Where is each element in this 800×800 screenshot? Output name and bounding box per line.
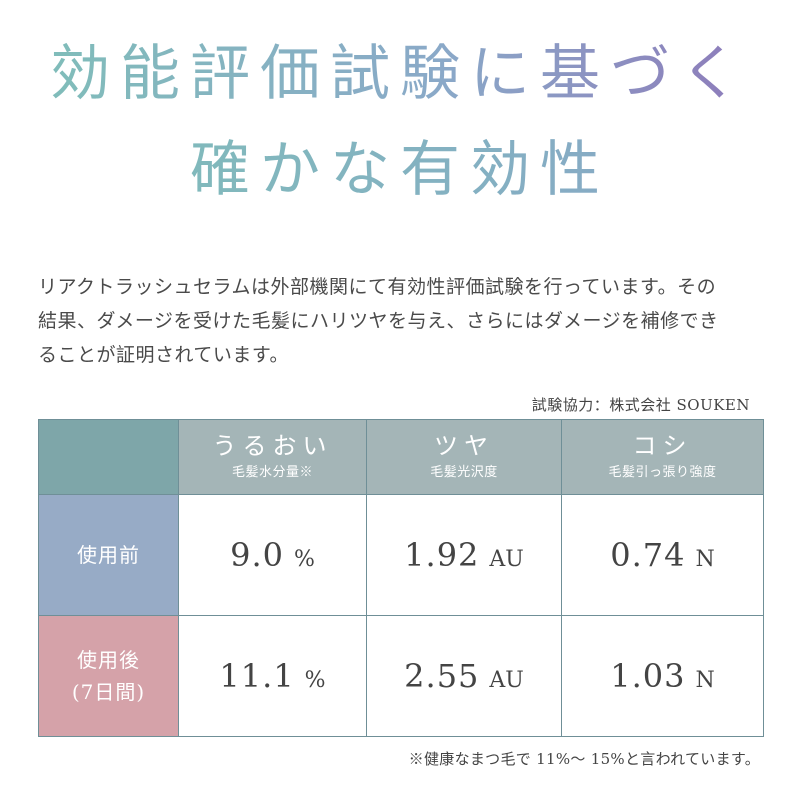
column-title: コシ (632, 432, 693, 460)
row-label-after: 使用後 (7日間) (38, 615, 179, 737)
value-number: 11.1 (219, 657, 295, 695)
column-header-gloss: ツヤ 毛髪光沢度 (366, 419, 562, 495)
results-table: うるおい 毛髪水分量※ ツヤ 毛髪光沢度 コシ 毛髪引っ張り強度 使用前 9.0… (38, 419, 764, 737)
value-unit: AU (489, 668, 524, 693)
value-number: 1.92 (404, 536, 480, 574)
value-unit: AU (489, 547, 524, 572)
description: リアクトラッシュセラムは外部機関にて有効性評価試験を行っています。その 結果、ダ… (38, 270, 768, 372)
value-unit: N (695, 668, 715, 693)
column-subtitle: 毛髪引っ張り強度 (608, 465, 717, 480)
row-label-before: 使用前 (38, 494, 179, 616)
column-header-strength: コシ 毛髪引っ張り強度 (561, 419, 764, 495)
description-line: リアクトラッシュセラムは外部機関にて有効性評価試験を行っています。その (38, 276, 717, 298)
footnote: ※健康なまつ毛で 11%～ 15%と言われています。 (408, 750, 760, 768)
value-number: 1.03 (610, 657, 686, 695)
value-cell: 1.03 N (561, 615, 764, 737)
value-unit: % (293, 547, 315, 572)
description-line: ることが証明されています。 (38, 344, 290, 366)
value-cell: 11.1% (178, 615, 367, 737)
headline-line-1: 効能評価試験に基づく (0, 38, 800, 110)
row-label-text: 使用前 (77, 543, 140, 567)
row-label-period: (7日間) (71, 680, 146, 704)
table-corner-cell (38, 419, 179, 495)
table-header-row: うるおい 毛髪水分量※ ツヤ 毛髪光沢度 コシ 毛髪引っ張り強度 (38, 419, 764, 495)
value-cell: 2.55 AU (366, 615, 562, 737)
column-title: うるおい (212, 432, 333, 460)
value-unit: N (695, 547, 715, 572)
value-cell: 9.0% (178, 494, 367, 616)
column-header-moisture: うるおい 毛髪水分量※ (178, 419, 367, 495)
column-subtitle: 毛髪光沢度 (430, 465, 498, 480)
row-label-text: 使用後 (77, 648, 140, 672)
headline-line-2: 確かな有効性 (0, 134, 800, 206)
table-row-after: 使用後 (7日間) 11.1% 2.55 AU 1.03 N (38, 615, 764, 737)
value-number: 2.55 (404, 657, 480, 695)
test-credit: 試験協力：株式会社 SOUKEN (531, 396, 750, 414)
value-cell: 0.74 N (561, 494, 764, 616)
value-cell: 1.92 AU (366, 494, 562, 616)
description-line: 結果、ダメージを受けた毛髪にハリツヤを与え、さらにはダメージを補修でき (38, 310, 719, 332)
value-number: 0.74 (610, 536, 686, 574)
column-subtitle: 毛髪水分量※ (231, 465, 313, 480)
table-row-before: 使用前 9.0% 1.92 AU 0.74 N (38, 494, 764, 616)
value-unit: % (304, 668, 326, 693)
column-title: ツヤ (434, 432, 494, 460)
value-number: 9.0 (230, 536, 284, 574)
